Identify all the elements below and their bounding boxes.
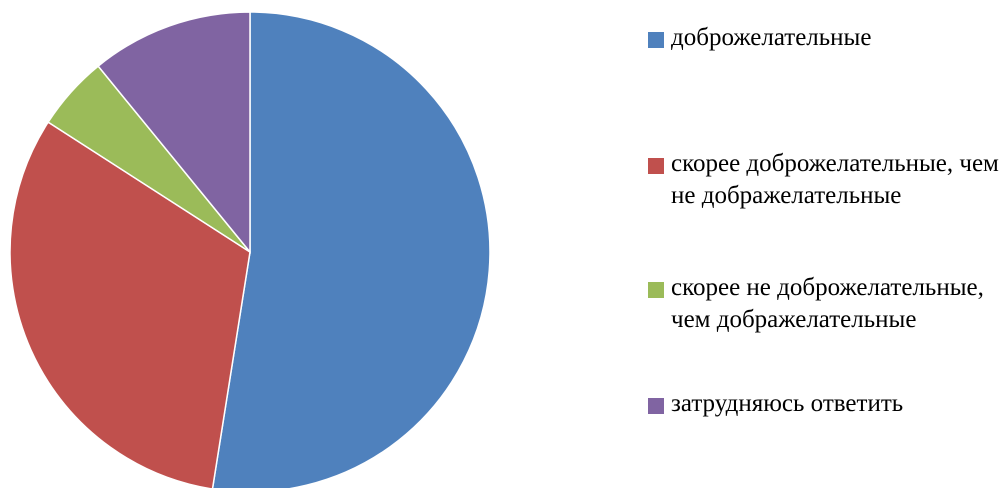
legend-item-1: скорее доброжелательные, чем не дображел… [648, 148, 999, 212]
pie-slice-zatrudnyayus-otvetit [97, 11, 251, 255]
legend-label-0: доброжелательные [671, 24, 872, 51]
legend-item-0: доброжелательные [648, 22, 999, 54]
pie-slice-dobrozhelatelnye [211, 11, 491, 488]
legend-swatch-1 [648, 158, 664, 174]
legend-swatch-2 [648, 282, 664, 298]
legend-label-1: скорее доброжелательные, чем не дображел… [671, 150, 999, 209]
chart-legend: доброжелательные скорее доброжелательные… [648, 22, 999, 422]
legend-item-3: затрудняюсь ответить [648, 388, 999, 420]
legend-label-3: затрудняюсь ответить [671, 390, 904, 417]
legend-item-2: скорее не доброжелательные, чем дображел… [648, 272, 999, 336]
legend-swatch-3 [648, 398, 664, 414]
legend-label-2: скорее не доброжелательные, чем дображел… [671, 274, 984, 333]
legend-swatch-0 [648, 32, 664, 48]
